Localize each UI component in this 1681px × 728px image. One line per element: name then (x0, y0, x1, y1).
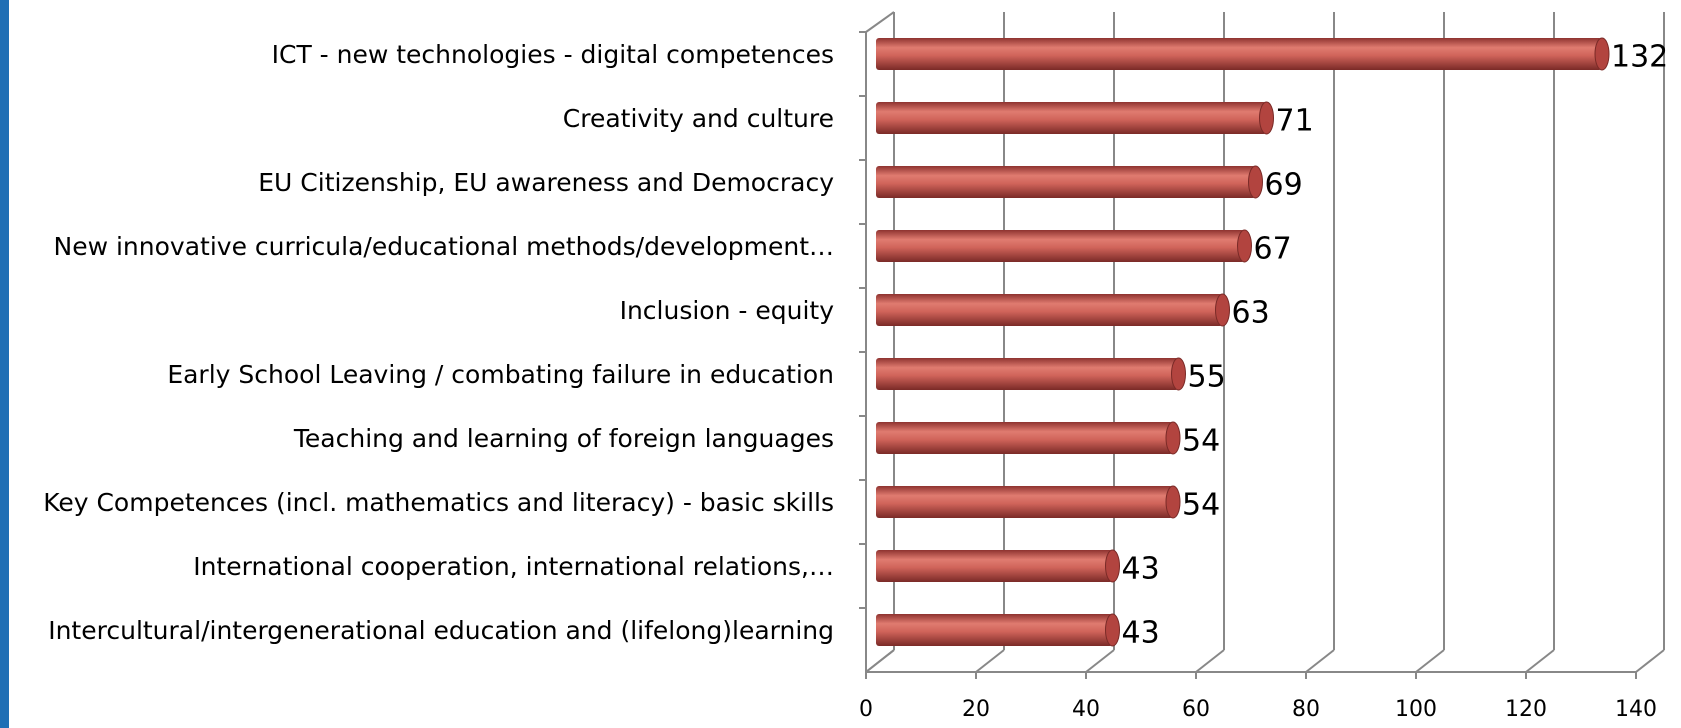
bar-cap (1106, 614, 1120, 646)
grid-line (1306, 650, 1334, 672)
x-tick-label: 0 (859, 697, 873, 722)
grid-line (976, 650, 1004, 672)
grid-line (1416, 650, 1444, 672)
bar-cap (1595, 38, 1609, 70)
data-label: 54 (1182, 424, 1220, 459)
chart: 0 20 40 60 80 100 120 140 ICT - new technologies… (0, 0, 1681, 728)
data-label: 69 (1265, 168, 1303, 203)
y-tick-label: EU Citizenship, EU awareness and Democra… (258, 168, 834, 197)
grid-line (1196, 650, 1224, 672)
bar-cap (1249, 166, 1263, 198)
y-tick-label: Inclusion - equity (620, 296, 835, 325)
x-tick-label: 20 (962, 697, 990, 722)
data-label: 55 (1188, 360, 1226, 395)
bar (876, 230, 1245, 262)
y-tick-label: Early School Leaving / combating failure… (167, 360, 834, 389)
bar (876, 102, 1267, 134)
bar (876, 486, 1173, 518)
y-tick-label: ICT - new technologies - digital compete… (272, 40, 834, 69)
y-tick-label: Key Competences (incl. mathematics and l… (43, 488, 834, 517)
data-label: 43 (1122, 616, 1160, 651)
data-label: 132 (1611, 40, 1668, 75)
bar (876, 294, 1223, 326)
x-tick-label: 60 (1182, 697, 1210, 722)
bar (876, 614, 1113, 646)
data-label: 63 (1232, 296, 1270, 331)
data-label: 71 (1276, 104, 1314, 139)
y-tick-label: New innovative curricula/educational met… (54, 232, 835, 261)
y-tick-label: Creativity and culture (563, 104, 834, 133)
bar-cap (1260, 102, 1274, 134)
bar (876, 422, 1173, 454)
grid-line (1526, 650, 1554, 672)
x-tick-label: 100 (1395, 697, 1437, 722)
x-tick-label: 40 (1072, 697, 1100, 722)
bar (876, 38, 1602, 70)
bar-cap (1238, 230, 1252, 262)
data-label: 43 (1122, 552, 1160, 587)
bar (876, 166, 1256, 198)
grid-line (1086, 650, 1114, 672)
data-label: 67 (1254, 232, 1292, 267)
grid-line (866, 650, 894, 672)
side-stripe (0, 0, 9, 728)
bar-cap (1106, 550, 1120, 582)
bar-cap (1172, 358, 1186, 390)
y-tick-label: International cooperation, international… (193, 552, 834, 581)
grid-line (1636, 650, 1664, 672)
bar-cap (1166, 422, 1180, 454)
bar-cap (1166, 486, 1180, 518)
bar (876, 358, 1179, 390)
x-tick-label: 140 (1615, 697, 1657, 722)
y-tick-label: Intercultural/intergenerational educatio… (48, 616, 834, 645)
x-tick-label: 80 (1292, 697, 1320, 722)
y-tick-label: Teaching and learning of foreign languag… (293, 424, 834, 453)
axis-line (866, 12, 894, 32)
bar (876, 550, 1113, 582)
page: 0 20 40 60 80 100 120 140 ICT - new technologies… (0, 0, 1681, 728)
data-label: 54 (1182, 488, 1220, 523)
x-tick-label: 120 (1505, 697, 1547, 722)
bar-cap (1216, 294, 1230, 326)
